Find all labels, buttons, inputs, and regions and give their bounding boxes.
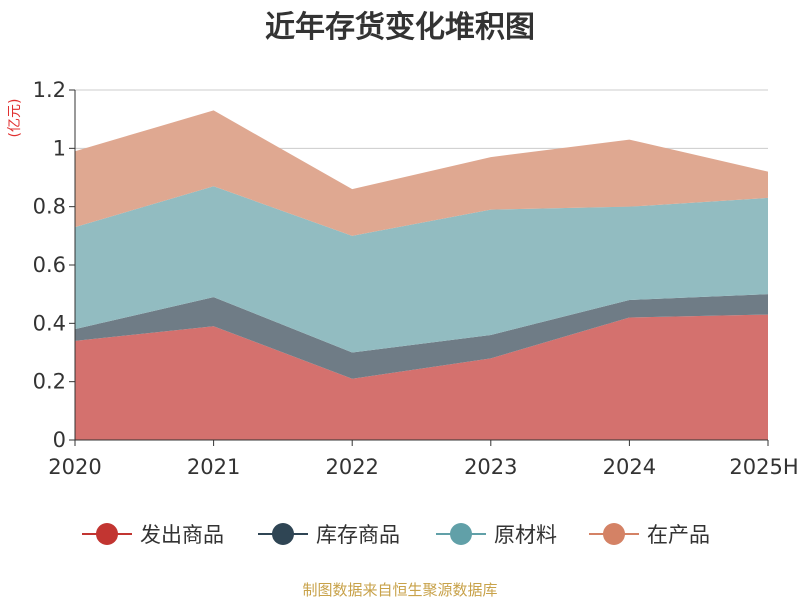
legend-label: 原材料 (494, 523, 557, 547)
legend-marker (450, 523, 472, 545)
legend-label: 库存商品 (316, 523, 400, 547)
y-tick-label: 0 (53, 428, 66, 452)
y-tick-label: 1.2 (33, 78, 66, 102)
x-axis-ticks: 2020 2021 2022 2023 2024 2025H (48, 440, 799, 479)
y-tick-label: 0.8 (33, 195, 66, 219)
x-tick-label: 2025H (729, 455, 798, 479)
legend-marker (272, 523, 294, 545)
legend-item-2[interactable]: 库存商品 (258, 523, 400, 547)
legend-item-1[interactable]: 发出商品 (82, 523, 224, 547)
x-tick-label: 2022 (325, 455, 378, 479)
area-series-3 (75, 186, 768, 353)
y-tick-label: 1 (53, 136, 66, 160)
legend-item-3[interactable]: 原材料 (436, 523, 557, 547)
x-tick-label: 2024 (603, 455, 656, 479)
legend-label: 发出商品 (140, 523, 224, 547)
legend-item-4[interactable]: 在产品 (589, 523, 710, 547)
y-tick-label: 0.2 (33, 370, 66, 394)
x-tick-label: 2023 (464, 455, 517, 479)
legend-label: 在产品 (647, 523, 710, 547)
y-axis-ticks: 0 0.2 0.4 0.6 0.8 1 1.2 (33, 78, 75, 452)
y-axis-unit: (亿元) (7, 99, 23, 138)
x-tick-label: 2021 (187, 455, 240, 479)
legend-marker (96, 523, 118, 545)
area-series-1 (75, 314, 768, 440)
area-series (75, 110, 768, 440)
y-tick-label: 0.4 (33, 311, 66, 335)
y-tick-label: 0.6 (33, 253, 66, 277)
legend-marker (603, 523, 625, 545)
area-series-4 (75, 110, 768, 236)
legend: 发出商品 库存商品 原材料 在产品 (82, 523, 710, 547)
area-series-2 (75, 294, 768, 379)
chart-title: 近年存货变化堆积图 (265, 10, 535, 45)
data-source-note: 制图数据来自恒生聚源数据库 (302, 581, 497, 599)
x-tick-label: 2020 (48, 455, 101, 479)
